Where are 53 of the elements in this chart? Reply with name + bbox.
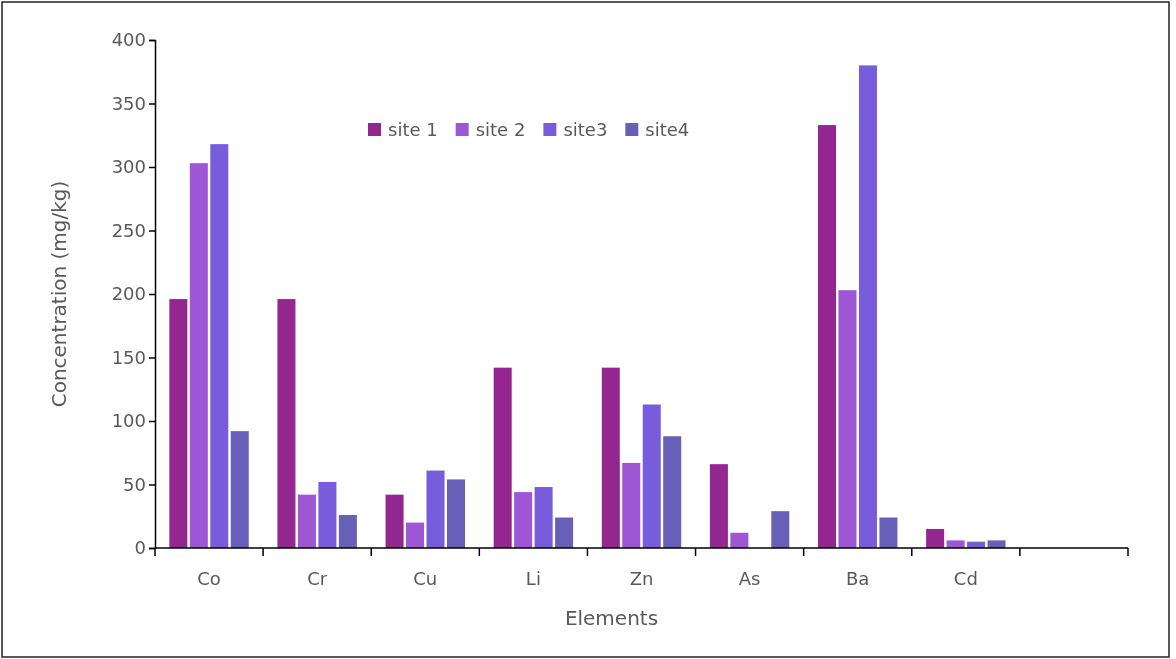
bar	[406, 522, 425, 548]
y-tick-label: 0	[134, 537, 146, 559]
x-axis-title: Elements	[564, 606, 659, 630]
bar	[601, 367, 620, 548]
bar	[879, 517, 898, 548]
x-tick-label: Co	[197, 568, 221, 589]
bar	[210, 144, 229, 548]
bar	[493, 367, 512, 548]
bar	[642, 404, 661, 548]
bar	[189, 163, 208, 548]
x-tick-label: Li	[525, 568, 541, 589]
x-tick-label: Zn	[629, 568, 654, 589]
bar	[277, 299, 296, 548]
bar	[297, 494, 316, 548]
bar	[318, 481, 337, 548]
y-tick-label: 150	[111, 346, 146, 368]
bar	[946, 540, 965, 548]
y-tick-label: 400	[111, 29, 146, 51]
bar	[730, 532, 749, 548]
y-tick-label: 250	[111, 219, 146, 241]
bar	[663, 436, 682, 548]
legend-label: site 1	[388, 119, 438, 141]
x-tick-label: Cr	[307, 568, 328, 589]
y-tick-label: 200	[111, 283, 146, 305]
bar	[858, 65, 877, 548]
bar	[169, 299, 188, 548]
bar	[987, 540, 1006, 548]
bar	[709, 464, 728, 548]
bar	[514, 492, 533, 548]
y-axis-title: Concentration (mg/kg)	[47, 180, 71, 408]
bar	[534, 487, 553, 548]
x-tick-label: Cu	[413, 568, 438, 589]
y-tick-label: 300	[111, 156, 146, 178]
bar	[622, 462, 641, 548]
bar	[818, 125, 837, 548]
bar	[230, 431, 249, 548]
y-tick-label: 50	[123, 473, 146, 495]
x-tick-label: As	[738, 568, 761, 589]
y-tick-label: 100	[111, 410, 146, 432]
legend-label: site3	[563, 119, 608, 141]
bar	[555, 517, 574, 548]
x-tick-label: Cd	[953, 568, 978, 589]
legend-label: site4	[645, 119, 690, 141]
bar	[838, 290, 857, 548]
bar	[338, 514, 357, 548]
bar	[771, 511, 790, 548]
x-tick-label: Ba	[846, 568, 870, 589]
bar	[926, 528, 945, 548]
legend-label: site 2	[475, 119, 526, 141]
bar	[385, 494, 404, 548]
y-tick-label: 350	[111, 92, 146, 114]
bar	[426, 470, 445, 548]
bar	[446, 479, 465, 548]
